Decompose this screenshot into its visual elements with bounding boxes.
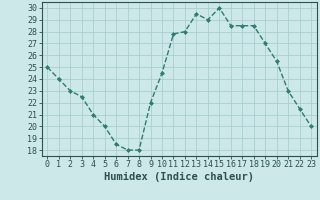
X-axis label: Humidex (Indice chaleur): Humidex (Indice chaleur) bbox=[104, 172, 254, 182]
